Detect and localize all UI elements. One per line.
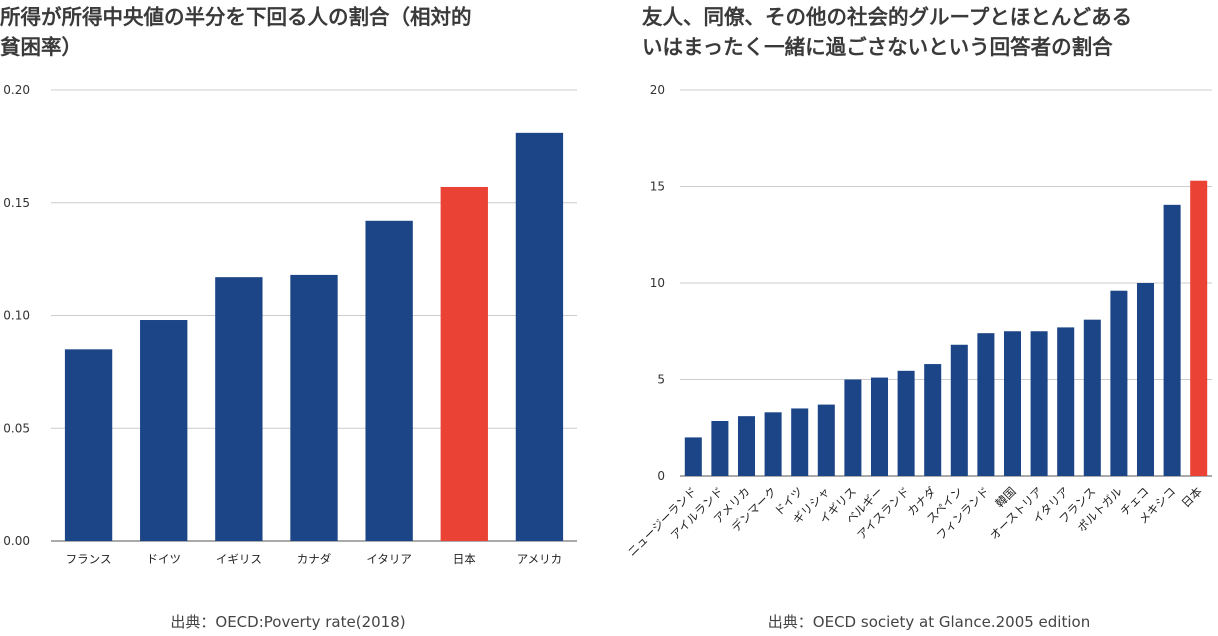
right-chart-title: 友人、同僚、その他の社会的グループとほとんどある いはまったく一緒に過ごさないと… [642, 2, 1132, 62]
bar-イタリア [365, 220, 413, 542]
x-tick-label: カナダ [297, 552, 332, 566]
bar-ドイツ [791, 408, 809, 476]
bar-イギリス [215, 277, 263, 541]
bar-フランス [64, 349, 113, 541]
bar-フィンランド [977, 333, 995, 476]
bar-デンマーク [764, 412, 782, 476]
bar-イギリス [844, 379, 862, 476]
bar-アイルランド [711, 420, 729, 476]
x-tick-label: 日本 [453, 552, 476, 566]
x-tick-label: ドイツ [146, 552, 181, 566]
left-bar-chart: 0.00 0.05 0.10 0.15 0.20 フランス ドイツ イギリス カナダ イタリア 日本… [3, 83, 577, 566]
x-tick-label: フランス [66, 552, 112, 566]
right-chart-panel: 友人、同僚、その他の社会的グループとほとんどある いはまったく一緒に過ごさないと… [600, 0, 1218, 636]
x-tick-label: イギリス [216, 552, 262, 566]
bar-ドイツ [140, 320, 188, 541]
bar-アメリカ [515, 132, 564, 541]
y-tick-label: 20 [650, 83, 665, 97]
bar-アメリカ [737, 416, 756, 476]
right-chart-title-line-1: 友人、同僚、その他の社会的グループとほとんどある [642, 5, 1133, 29]
y-tick-label: 10 [650, 276, 665, 290]
bar-メキシコ [1163, 204, 1181, 476]
y-tick-label: 0.05 [3, 421, 30, 435]
right-bar-chart: 05101520ニュージーランドアイルランドアメリカデンマークドイツギリシャイギ… [625, 83, 1212, 559]
bar-カナダ [290, 274, 338, 541]
y-tick-label: 15 [650, 180, 665, 194]
y-tick-label: 0.10 [3, 309, 30, 323]
bar-韓国 [1003, 331, 1022, 476]
y-tick-label: 0 [657, 469, 665, 483]
left-chart-panel: 所得が所得中央値の半分を下回る人の割合（相対的 貧困率） 0.00 0.05 0.1… [0, 0, 600, 636]
bar-イタリア [1057, 327, 1075, 476]
bar-ポルトガル [1110, 290, 1128, 476]
bar-チェコ [1136, 283, 1155, 476]
x-tick-label: アメリカ [517, 552, 562, 566]
bar-スペイン [950, 344, 968, 476]
right-chart-source: 出典：OECD society at Glance.2005 edition [767, 613, 1091, 631]
left-chart-title-line-1: 所得が所得中央値の半分を下回る人の割合（相対的 [0, 5, 472, 29]
x-tick-label: イタリア [366, 552, 412, 566]
y-tick-label: 0.15 [3, 196, 30, 210]
x-tick-label: 日本 [1179, 484, 1206, 511]
bar-日本 [440, 186, 488, 541]
left-chart-title-line-2: 貧困率） [0, 35, 82, 59]
left-chart-title: 所得が所得中央値の半分を下回る人の割合（相対的 貧困率） [0, 2, 472, 62]
bar-フランス [1083, 319, 1101, 476]
bar-ニュージーランド [684, 437, 702, 476]
right-chart-title-line-2: いはまったく一緒に過ごさないという回答者の割合 [642, 35, 1113, 59]
bar-ベルギー [870, 377, 889, 476]
bar-ギリシャ [817, 404, 835, 476]
y-tick-label: 0.00 [3, 534, 30, 548]
bar-アイスランド [897, 370, 915, 476]
y-tick-label: 0.20 [3, 83, 30, 97]
left-chart-source: 出典：OECD:Poverty rate(2018) [170, 613, 406, 631]
bar-オーストリア [1030, 331, 1048, 476]
y-tick-label: 5 [657, 373, 665, 387]
bar-カナダ [924, 364, 942, 476]
bar-日本 [1190, 180, 1208, 476]
